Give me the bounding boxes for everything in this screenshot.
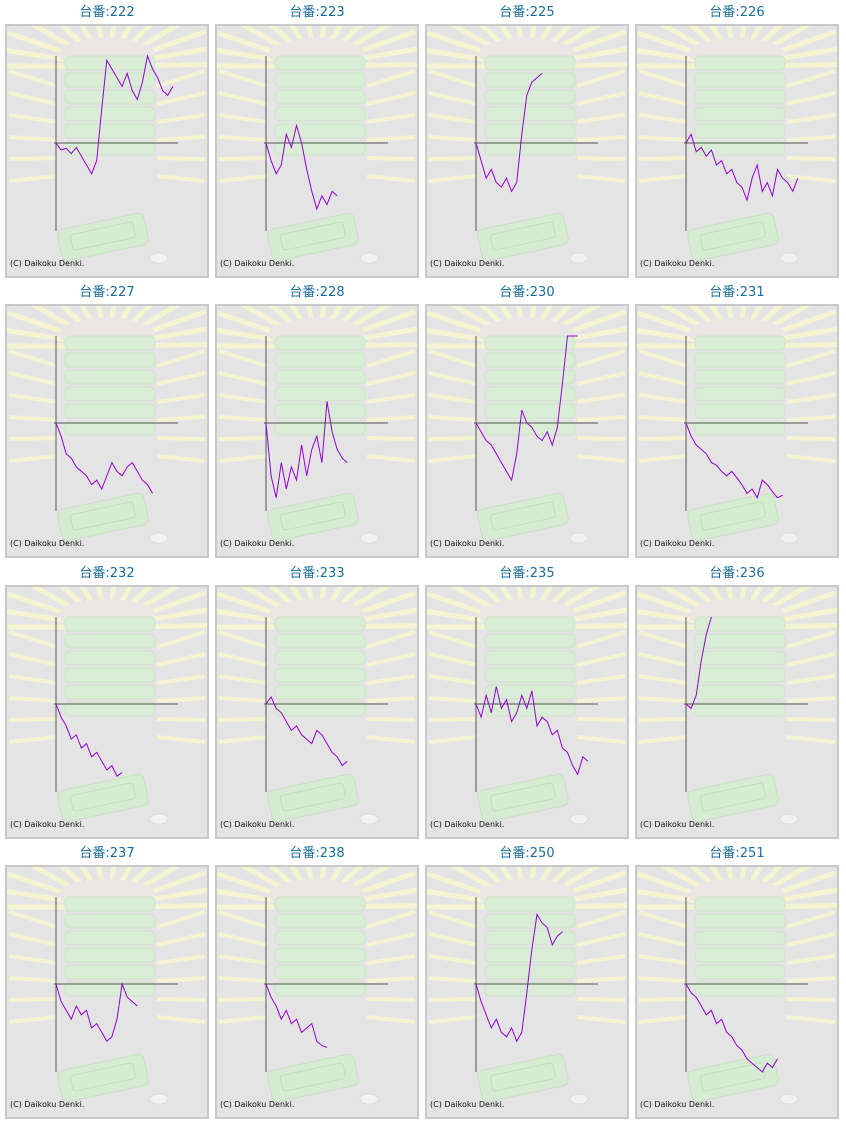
background-illustration <box>217 26 417 264</box>
machine-number-title[interactable]: 台番:250 <box>499 846 555 861</box>
slump-graph <box>637 306 837 544</box>
slump-graph <box>637 587 837 825</box>
copyright-text: (C) Daikoku Denki. <box>220 539 295 548</box>
slump-graph <box>7 26 207 264</box>
slump-graph <box>217 587 417 825</box>
slump-graph <box>217 26 417 264</box>
copyright-text: (C) Daikoku Denki. <box>430 1100 505 1109</box>
slump-graph <box>637 867 837 1105</box>
graph-panel: (C) Daikoku Denki. <box>5 585 209 839</box>
series-line <box>265 696 348 767</box>
slump-graph <box>7 306 207 544</box>
copyright-text: (C) Daikoku Denki. <box>430 259 505 268</box>
slump-graph <box>427 306 627 544</box>
copyright-text: (C) Daikoku Denki. <box>640 259 715 268</box>
background-illustration <box>637 26 837 264</box>
graph-panel: (C) Daikoku Denki. <box>635 585 839 839</box>
graph-panel: (C) Daikoku Denki. <box>635 865 839 1119</box>
machine-number-title[interactable]: 台番:230 <box>499 285 555 300</box>
copyright-text: (C) Daikoku Denki. <box>220 1100 295 1109</box>
copyright-text: (C) Daikoku Denki. <box>10 539 85 548</box>
background-illustration <box>637 587 837 825</box>
machine-number-title[interactable]: 台番:236 <box>709 566 765 581</box>
background-illustration <box>7 306 207 544</box>
machine-number-title[interactable]: 台番:232 <box>79 566 135 581</box>
machine-number-title[interactable]: 台番:226 <box>709 5 765 20</box>
graph-panel: (C) Daikoku Denki. <box>635 24 839 278</box>
series-line <box>685 983 778 1073</box>
slump-graph <box>427 26 627 264</box>
background-illustration <box>637 867 837 1105</box>
background-illustration <box>7 587 207 825</box>
background-illustration <box>7 26 207 264</box>
series-line <box>475 335 578 482</box>
series-line <box>265 123 338 211</box>
background-illustration <box>637 306 837 544</box>
machine-number-title[interactable]: 台番:233 <box>289 566 345 581</box>
graph-panel: (C) Daikoku Denki. <box>215 865 419 1119</box>
machine-number-title[interactable]: 台番:228 <box>289 285 345 300</box>
background-illustration <box>427 26 627 264</box>
machine-number-title[interactable]: 台番:235 <box>499 566 555 581</box>
machine-number-title[interactable]: 台番:231 <box>709 285 765 300</box>
slump-graph <box>7 587 207 825</box>
background-illustration <box>427 306 627 544</box>
series-line <box>685 133 799 202</box>
series-line <box>265 983 328 1048</box>
series-line <box>475 686 589 776</box>
copyright-text: (C) Daikoku Denki. <box>220 259 295 268</box>
copyright-text: (C) Daikoku Denki. <box>10 820 85 829</box>
graph-panel: (C) Daikoku Denki. <box>425 304 629 558</box>
slump-graph <box>427 587 627 825</box>
series-line <box>685 616 712 710</box>
machine-number-title[interactable]: 台番:225 <box>499 5 555 20</box>
graph-panel: (C) Daikoku Denki. <box>5 304 209 558</box>
series-line <box>55 54 174 175</box>
slump-graph <box>217 306 417 544</box>
background-illustration <box>427 587 627 825</box>
slump-graph <box>7 867 207 1105</box>
copyright-text: (C) Daikoku Denki. <box>640 1100 715 1109</box>
copyright-text: (C) Daikoku Denki. <box>220 820 295 829</box>
series-line <box>55 422 154 494</box>
machine-number-title[interactable]: 台番:223 <box>289 5 345 20</box>
machine-number-title[interactable]: 台番:238 <box>289 846 345 861</box>
copyright-text: (C) Daikoku Denki. <box>10 259 85 268</box>
graph-panel: (C) Daikoku Denki. <box>215 24 419 278</box>
graph-panel: (C) Daikoku Denki. <box>635 304 839 558</box>
background-illustration <box>217 867 417 1105</box>
background-illustration <box>7 867 207 1105</box>
slump-graph <box>427 867 627 1105</box>
series-line <box>265 401 348 498</box>
graph-panel: (C) Daikoku Denki. <box>425 24 629 278</box>
graph-panel: (C) Daikoku Denki. <box>5 865 209 1119</box>
copyright-text: (C) Daikoku Denki. <box>640 820 715 829</box>
series-line <box>55 982 138 1042</box>
graph-panel: (C) Daikoku Denki. <box>5 24 209 278</box>
series-line <box>685 422 783 500</box>
background-illustration <box>427 867 627 1105</box>
copyright-text: (C) Daikoku Denki. <box>10 1100 85 1109</box>
copyright-text: (C) Daikoku Denki. <box>430 539 505 548</box>
series-line <box>475 912 563 1043</box>
graph-panel: (C) Daikoku Denki. <box>425 585 629 839</box>
graph-panel: (C) Daikoku Denki. <box>425 865 629 1119</box>
background-illustration <box>217 587 417 825</box>
background-illustration <box>217 306 417 544</box>
slump-graph <box>217 867 417 1105</box>
series-line <box>55 703 123 777</box>
machine-number-title[interactable]: 台番:237 <box>79 846 135 861</box>
graph-panel: (C) Daikoku Denki. <box>215 304 419 558</box>
machine-number-title[interactable]: 台番:251 <box>709 846 765 861</box>
slump-graph <box>637 26 837 264</box>
graph-panel: (C) Daikoku Denki. <box>215 585 419 839</box>
machine-number-title[interactable]: 台番:227 <box>79 285 135 300</box>
series-line <box>475 73 543 193</box>
machine-number-title[interactable]: 台番:222 <box>79 5 135 20</box>
copyright-text: (C) Daikoku Denki. <box>430 820 505 829</box>
copyright-text: (C) Daikoku Denki. <box>640 539 715 548</box>
